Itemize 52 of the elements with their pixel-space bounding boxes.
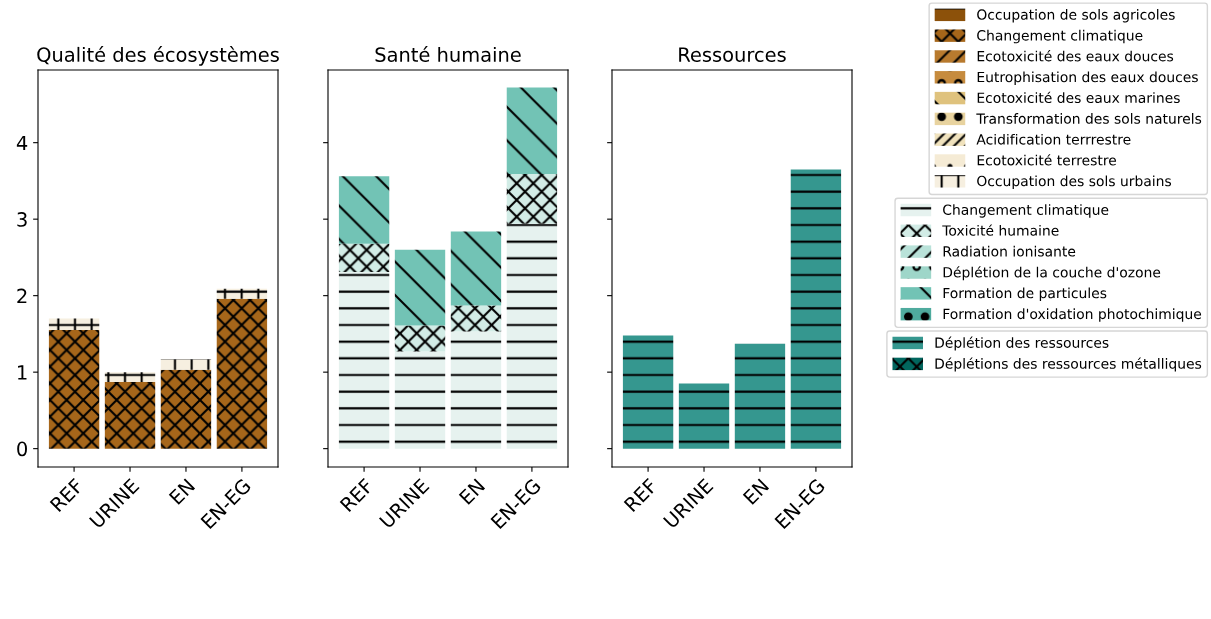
bar: [338, 243, 390, 272]
y-tick-label: 4: [16, 135, 28, 151]
bar: [394, 249, 446, 326]
bar: [450, 331, 502, 449]
bar: [394, 351, 446, 449]
bar: [338, 176, 390, 244]
bar: [216, 298, 268, 449]
bar: [790, 169, 842, 449]
bar: [450, 231, 502, 306]
legend-label: Occupation de sols agricoles: [977, 9, 1175, 23]
legend-label: Ecotoxicité terrestre: [977, 154, 1117, 166]
legend-label: Déplétion de la couche d'ozone: [943, 266, 1161, 281]
y-tick-label: 1: [18, 365, 27, 380]
bar: [394, 325, 446, 352]
bar: [450, 305, 502, 332]
legend-label: Formation de particules: [943, 287, 1107, 302]
bar: [160, 359, 212, 370]
legend-label: Changement climatique: [943, 204, 1109, 218]
y-tick-label: 2: [17, 288, 27, 304]
legend-label: Transformation des sols naturels: [976, 113, 1202, 124]
bar: [48, 330, 100, 449]
x-tick-label: EN: [742, 478, 770, 505]
bar: [216, 288, 268, 299]
legend-label: Déplétion des ressources: [935, 336, 1109, 351]
bar: [678, 383, 730, 449]
y-tick-label: 0: [17, 441, 27, 457]
bar: [160, 369, 212, 449]
legend-label: Toxicité humaine: [942, 224, 1059, 236]
bar: [734, 343, 786, 449]
legend-label: Acidification terrrestre: [976, 133, 1131, 145]
bar: [104, 372, 156, 383]
legend-label: Formation d'oxidation photochimique: [943, 308, 1202, 322]
chart-title: Qualité des écosystèmes: [37, 46, 279, 66]
legend-label: Déplétions des ressources métalliques: [935, 357, 1202, 372]
chart-title: Ressources: [679, 47, 786, 62]
y-tick-label: 3: [17, 212, 27, 227]
bar: [622, 335, 674, 449]
legend-label: Ecotoxicité des eaux marines: [977, 91, 1180, 104]
bar: [506, 223, 558, 449]
legend-label: Changement climatique: [977, 29, 1143, 44]
bar: [104, 382, 156, 449]
x-tick-label: EN: [168, 478, 196, 505]
x-tick-label: EN: [458, 478, 486, 505]
bar: [506, 87, 558, 175]
chart-title: Santé humaine: [375, 46, 521, 62]
bar: [506, 174, 558, 224]
legend-label: Ecotoxicité des eaux douces: [977, 50, 1174, 62]
bar: [48, 318, 100, 331]
bar: [338, 271, 390, 449]
legend-label: Radiation ionisante: [943, 245, 1076, 257]
legend-label: Eutrophisation des eaux douces: [977, 71, 1198, 85]
legend-label: Occupation des sols urbains: [977, 175, 1172, 189]
